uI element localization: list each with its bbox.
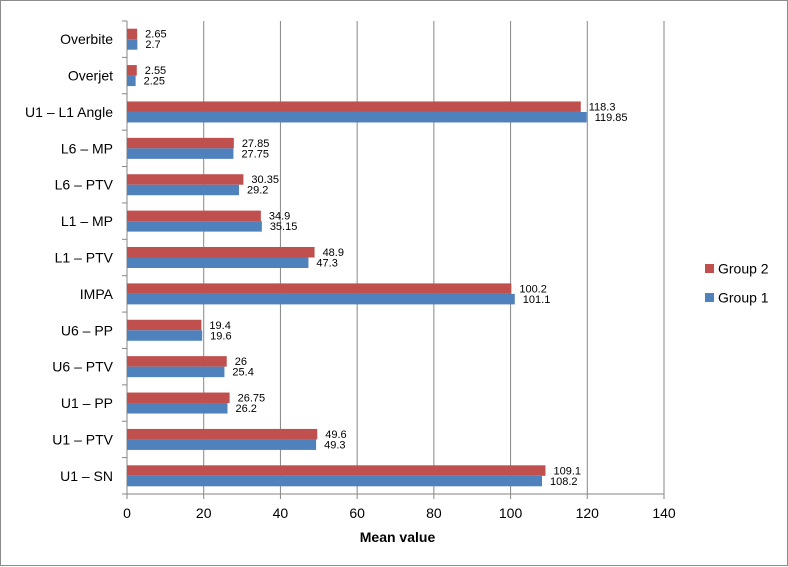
x-tick-label-20: 20 xyxy=(196,505,212,521)
legend-label-group-2: Group 2 xyxy=(718,261,769,277)
bar-group-2 xyxy=(127,65,137,76)
category-label: Overbite xyxy=(60,31,113,47)
data-label-group-2: 109.1 xyxy=(553,465,581,477)
x-tick-label-140: 140 xyxy=(652,505,676,521)
category-label: Overjet xyxy=(68,68,113,84)
legend-swatch-group-1 xyxy=(705,293,714,302)
category-label: U6 – PTV xyxy=(52,359,113,375)
data-label-group-2: 2.65 xyxy=(145,29,166,41)
x-tick-label-80: 80 xyxy=(426,505,442,521)
bar-group-2 xyxy=(127,247,315,258)
x-axis-title: Mean value xyxy=(360,529,436,545)
category-label: U6 – PP xyxy=(61,322,113,338)
bar-group-1 xyxy=(127,403,228,414)
data-label-group-2: 48.9 xyxy=(323,247,344,259)
bar-group-1 xyxy=(127,75,136,87)
data-label-group-2: 2.55 xyxy=(145,65,166,77)
data-label-group-1: 49.3 xyxy=(324,439,345,451)
data-label-group-2: 34.9 xyxy=(269,211,290,223)
bar-group-1 xyxy=(127,366,225,378)
category-label: U1 – SN xyxy=(60,468,113,484)
bar-group-2 xyxy=(127,465,546,476)
data-label-group-1: 27.75 xyxy=(241,148,269,160)
bar-group-1 xyxy=(127,39,138,50)
category-label: IMPA xyxy=(80,286,114,302)
data-label-group-1: 2.7 xyxy=(145,39,160,51)
data-label-group-1: 119.85 xyxy=(595,112,628,124)
category-label: U1 – PP xyxy=(61,395,113,411)
bar-group-2 xyxy=(127,428,318,440)
data-label-group-1: 29.2 xyxy=(247,185,268,197)
bar-group-1 xyxy=(127,148,234,159)
data-label-group-2: 19.4 xyxy=(209,320,230,332)
bar-group-2 xyxy=(127,101,581,112)
x-tick-label-40: 40 xyxy=(273,505,289,521)
data-label-group-1: 2.25 xyxy=(144,76,165,88)
data-label-group-1: 35.15 xyxy=(270,221,298,233)
bar-group-1 xyxy=(127,221,262,232)
data-label-group-1: 108.2 xyxy=(550,476,578,488)
bar-group-1 xyxy=(127,111,587,123)
legend-swatch-group-2 xyxy=(705,264,714,273)
bar-group-1 xyxy=(127,184,240,196)
data-label-group-2: 27.85 xyxy=(242,138,270,150)
bar-group-2 xyxy=(127,356,227,367)
bar-group-2 xyxy=(127,319,202,331)
bar-group-2 xyxy=(127,392,230,404)
x-tick-label-100: 100 xyxy=(499,505,523,521)
bar-group-2 xyxy=(127,210,261,222)
data-label-group-1: 19.6 xyxy=(210,330,231,342)
bar-group-1 xyxy=(127,330,203,341)
bar-group-2 xyxy=(127,174,244,185)
data-label-group-2: 118.3 xyxy=(589,101,616,113)
bar-group-1 xyxy=(127,293,515,305)
bar-group-2 xyxy=(127,283,512,294)
data-label-group-2: 30.35 xyxy=(251,174,279,186)
data-label-group-1: 47.3 xyxy=(316,258,337,270)
bar-group-1 xyxy=(127,475,543,487)
data-label-group-2: 100.2 xyxy=(519,283,547,295)
bar-group-2 xyxy=(127,28,138,40)
bar-group-2 xyxy=(127,137,234,149)
category-label: L1 – PTV xyxy=(55,250,114,266)
category-label: L6 – PTV xyxy=(55,177,114,193)
data-label-group-2: 26.75 xyxy=(238,393,266,405)
category-label: L1 – MP xyxy=(61,213,113,229)
data-label-group-2: 26 xyxy=(235,356,247,368)
x-tick-label-60: 60 xyxy=(349,505,365,521)
data-label-group-1: 25.4 xyxy=(232,367,253,379)
data-label-group-1: 26.2 xyxy=(235,403,256,415)
bar-group-1 xyxy=(127,439,317,450)
x-tick-label-120: 120 xyxy=(576,505,600,521)
legend-label-group-1: Group 1 xyxy=(718,290,769,306)
category-label: L6 – MP xyxy=(61,140,113,156)
x-tick-label-0: 0 xyxy=(123,505,131,521)
category-label: U1 – PTV xyxy=(52,431,113,447)
category-label: U1 – L1 Angle xyxy=(25,104,113,120)
bar-group-1 xyxy=(127,257,309,268)
data-label-group-2: 49.6 xyxy=(325,429,346,441)
data-label-group-1: 101.1 xyxy=(523,294,551,306)
